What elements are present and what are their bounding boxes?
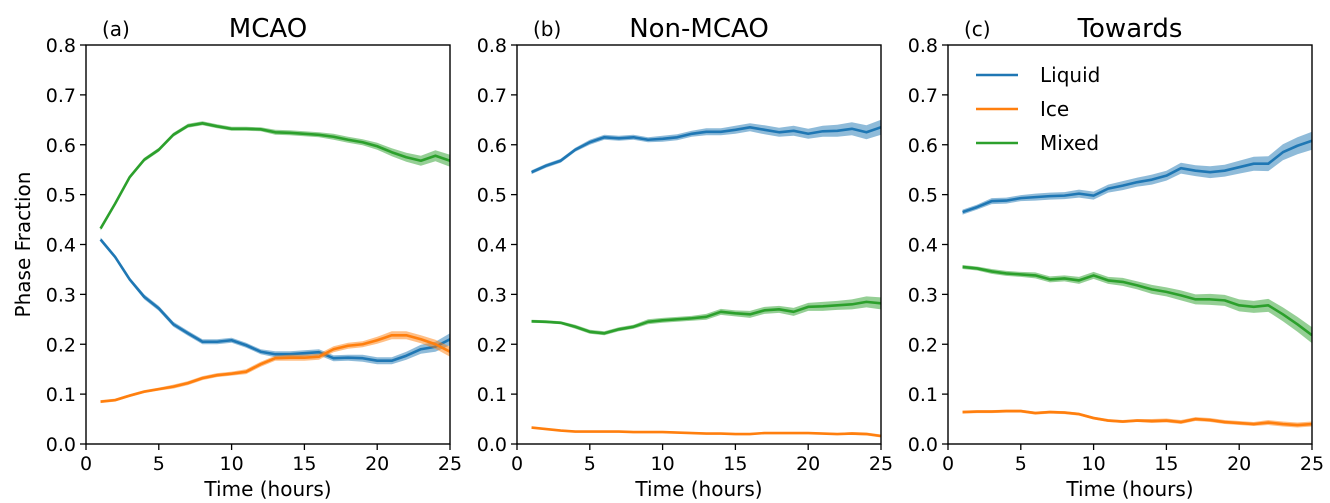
x-tick-label: 20 xyxy=(1227,453,1251,475)
series-line-mixed xyxy=(99,122,450,230)
y-tick-label: 0.5 xyxy=(908,185,938,207)
y-tick-label: 0.7 xyxy=(908,85,938,107)
y-tick-label: 0.0 xyxy=(477,434,507,456)
y-tick-label: 0.2 xyxy=(908,334,938,356)
band-liquid xyxy=(100,237,450,365)
chart-title: Towards xyxy=(1077,14,1183,44)
x-tick-label: 0 xyxy=(511,453,523,475)
plot-area xyxy=(99,121,450,404)
series-line-ice xyxy=(962,409,1312,427)
y-tick-label: 0.1 xyxy=(908,384,938,406)
x-tick-label: 15 xyxy=(292,453,316,475)
x-tick-label: 20 xyxy=(365,453,389,475)
y-tick-label: 0.6 xyxy=(908,135,938,157)
x-axis-label: Time (hours) xyxy=(1065,477,1193,501)
chart-panel-1: 0 5 10 15 20 25 0.0 0.1 0.2 0.3 0.4 0.5 0.6 0.7 0.8 Tim… xyxy=(11,14,462,501)
legend-label-mixed: Mixed xyxy=(1040,131,1099,155)
x-tick-label: 15 xyxy=(723,453,747,475)
y-tick-label: 0.4 xyxy=(46,235,76,257)
x-tick-label: 25 xyxy=(438,453,462,475)
y-tick-label: 0.4 xyxy=(477,235,507,257)
y-axis-label: Phase Fraction xyxy=(11,172,35,318)
plot-area xyxy=(962,131,1312,428)
y-tick-label: 0.7 xyxy=(46,85,76,107)
x-tick-label: 25 xyxy=(869,453,893,475)
y-tick-label: 0.8 xyxy=(46,35,76,57)
x-tick-label: 5 xyxy=(1015,453,1027,475)
series-line-liquid xyxy=(99,238,450,363)
panel-tag: (a) xyxy=(102,17,130,41)
series-line-mixed xyxy=(531,300,881,335)
chart-title: Non-MCAO xyxy=(629,14,769,44)
x-axis-label: Time (hours) xyxy=(634,477,762,501)
y-tick-label: 0.5 xyxy=(46,185,76,207)
series-line-ice xyxy=(531,426,881,438)
band-ice xyxy=(100,331,450,404)
legend: Liquid Ice Mixed xyxy=(976,63,1100,155)
chart-panel-2: 0 5 10 15 20 25 0.0 0.1 0.2 0.3 0.4 0.5 0.6 0.7 0.8 Tim… xyxy=(477,14,893,501)
x-tick-label: 10 xyxy=(651,453,675,475)
x-tick-label: 15 xyxy=(1154,453,1178,475)
y-tick-label: 0.1 xyxy=(46,384,76,406)
chart-panel-3: 0 5 10 15 20 25 0.0 0.1 0.2 0.3 0.4 0.5 0.6 0.7 0.8 Tim… xyxy=(908,14,1324,501)
plot-area xyxy=(531,119,881,438)
axes-frame xyxy=(85,44,451,445)
y-tick-label: 0.3 xyxy=(477,284,507,306)
y-tick-label: 0.6 xyxy=(477,135,507,157)
x-tick-label: 25 xyxy=(1300,453,1324,475)
x-tick-label: 5 xyxy=(584,453,596,475)
band-liquid xyxy=(962,131,1312,215)
panel-tag: (c) xyxy=(964,17,991,41)
band-liquid xyxy=(531,119,881,175)
y-tick-label: 0.2 xyxy=(477,334,507,356)
y-tick-label: 0.2 xyxy=(46,334,76,356)
x-tick-label: 0 xyxy=(942,453,954,475)
y-tick-label: 0.3 xyxy=(46,284,76,306)
x-tick-label: 10 xyxy=(1082,453,1106,475)
chart-title: MCAO xyxy=(229,14,307,44)
series-line-ice xyxy=(100,333,450,403)
x-tick-label: 20 xyxy=(796,453,820,475)
y-tick-label: 0.4 xyxy=(908,235,938,257)
x-tick-label: 10 xyxy=(220,453,244,475)
y-tick-label: 0.5 xyxy=(477,185,507,207)
x-axis-label: Time (hours) xyxy=(203,477,331,501)
legend-label-liquid: Liquid xyxy=(1040,63,1100,87)
axes-frame xyxy=(947,44,1313,445)
y-tick-label: 0.6 xyxy=(46,135,76,157)
x-tick-label: 0 xyxy=(80,453,92,475)
y-tick-label: 0.1 xyxy=(477,384,507,406)
axes-frame xyxy=(516,44,882,445)
y-tick-label: 0.3 xyxy=(908,284,938,306)
band-mixed xyxy=(100,121,450,231)
panel-tag: (b) xyxy=(533,17,561,41)
legend-label-ice: Ice xyxy=(1040,97,1069,121)
y-tick-label: 0.8 xyxy=(477,35,507,57)
band-mixed xyxy=(962,264,1312,344)
y-tick-label: 0.8 xyxy=(908,35,938,57)
y-tick-label: 0.7 xyxy=(477,85,507,107)
x-tick-label: 5 xyxy=(153,453,165,475)
y-tick-label: 0.0 xyxy=(908,434,938,456)
y-tick-label: 0.0 xyxy=(46,434,76,456)
